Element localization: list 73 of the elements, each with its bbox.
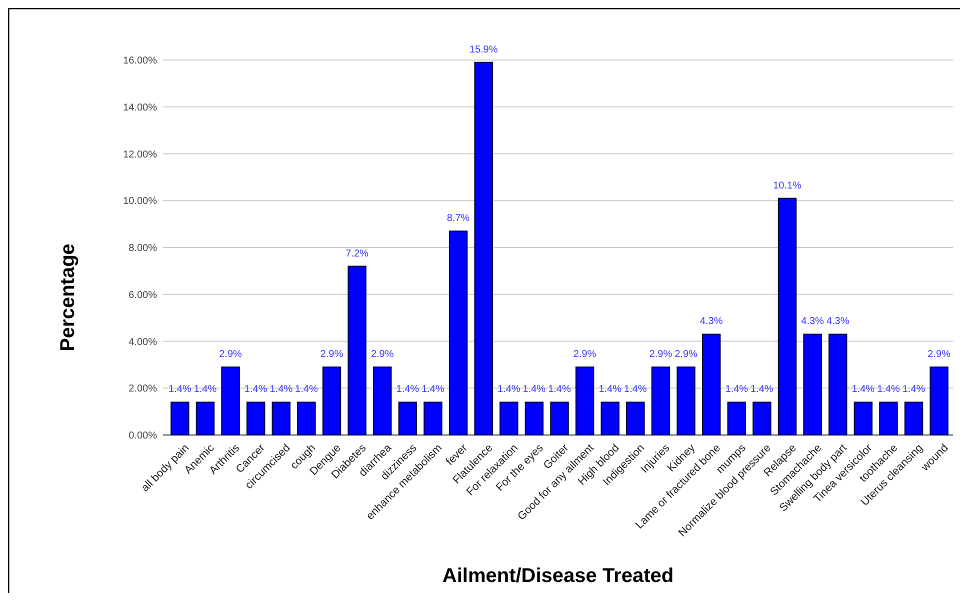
bar — [904, 402, 924, 436]
data-label: 4.3% — [801, 316, 824, 328]
bar — [424, 402, 442, 436]
bar — [348, 266, 366, 436]
data-label: 2.9% — [649, 349, 672, 360]
data-label: 1.4% — [598, 384, 622, 396]
data-label: 1.4% — [725, 384, 748, 396]
data-label: 8.7% — [446, 213, 470, 224]
data-label: 2.9% — [370, 349, 394, 360]
data-label: 2.9% — [219, 349, 242, 360]
data-label: 1.4% — [624, 384, 647, 396]
data-label: 2.9% — [320, 349, 344, 360]
data-label: 1.4% — [522, 384, 546, 396]
data-label: 1.4% — [422, 384, 444, 396]
data-label: 1.4% — [194, 384, 217, 396]
bar — [727, 402, 746, 436]
y-axis-title: Percentage — [57, 244, 79, 352]
bar — [398, 402, 418, 436]
bar — [702, 334, 721, 436]
bar — [600, 402, 620, 436]
y-tick-label: 0.00% — [128, 430, 158, 442]
bar — [221, 366, 240, 436]
bar — [448, 230, 468, 436]
bar — [550, 402, 569, 436]
data-label: 1.4% — [750, 384, 774, 396]
data-label: 1.4% — [295, 384, 318, 396]
data-label: 1.4% — [902, 384, 926, 396]
data-label: 4.3% — [700, 316, 723, 328]
data-label: 1.4% — [270, 384, 293, 396]
data-label: 1.4% — [168, 384, 192, 396]
y-tick-label: 16.00% — [123, 56, 158, 66]
y-tick-label: 12.00% — [123, 149, 158, 160]
y-tick-label: 4.00% — [128, 336, 158, 348]
data-label: 2.9% — [928, 349, 951, 360]
data-label: 15.9% — [469, 44, 498, 56]
data-label: 1.4% — [396, 384, 420, 396]
bar — [778, 198, 797, 436]
data-label: 1.4% — [497, 384, 520, 396]
bar — [651, 366, 670, 436]
x-axis-title: Ailment/Disease Treated — [442, 565, 674, 587]
data-label: 7.2% — [346, 248, 369, 260]
y-tick-label: 2.00% — [128, 384, 158, 395]
bar — [297, 402, 316, 436]
bar — [879, 402, 898, 436]
bar — [246, 402, 266, 436]
y-tick-label: 8.00% — [128, 243, 158, 254]
data-label: 1.4% — [548, 384, 572, 396]
bar — [500, 402, 518, 436]
bar — [854, 402, 873, 436]
data-label: 1.4% — [877, 384, 900, 396]
bar — [524, 402, 544, 436]
bar — [322, 366, 342, 436]
bar — [575, 366, 594, 436]
bar — [803, 334, 822, 436]
data-label: 10.1% — [773, 180, 802, 192]
data-label: 1.4% — [852, 384, 875, 396]
bar — [930, 366, 948, 436]
data-label: 1.4% — [244, 384, 268, 396]
y-tick-label: 14.00% — [123, 102, 158, 114]
bar — [752, 402, 772, 436]
y-tick-label: 6.00% — [128, 290, 158, 301]
bar — [676, 366, 696, 436]
data-label: 2.9% — [674, 349, 698, 360]
y-tick-label: 10.00% — [123, 196, 158, 208]
bar — [474, 62, 493, 436]
bar — [196, 402, 215, 436]
bar — [272, 402, 290, 436]
bar — [373, 366, 392, 436]
bar — [828, 334, 848, 436]
data-label: 2.9% — [573, 349, 596, 360]
data-label: 4.3% — [826, 316, 850, 328]
bar — [626, 402, 645, 436]
bar — [170, 402, 190, 436]
